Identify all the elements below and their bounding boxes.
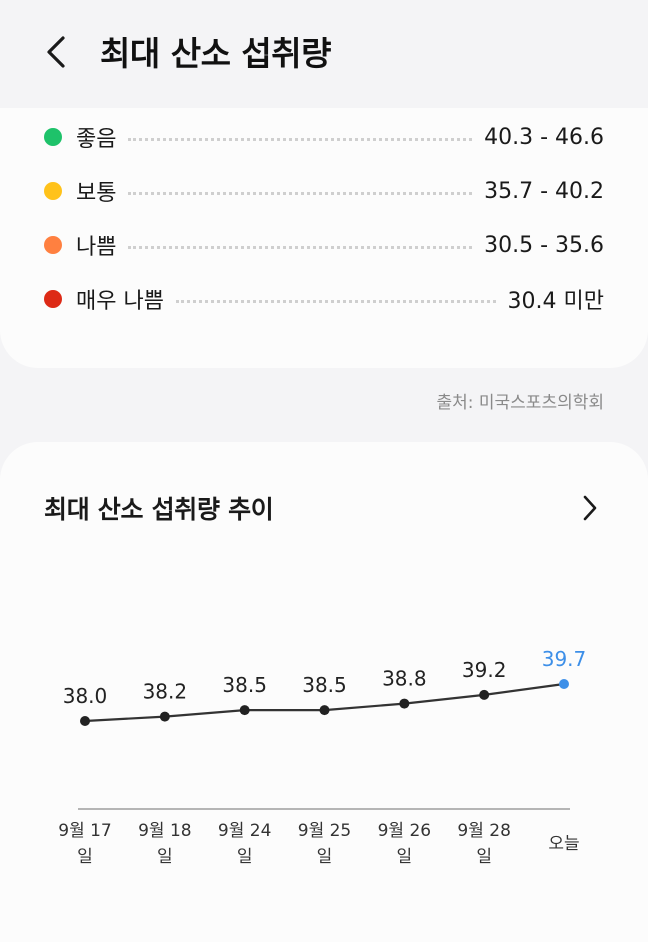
rating-range: 30.4 미만	[507, 289, 604, 314]
data-point	[319, 705, 330, 716]
x-tick-label: 9월 17 일	[58, 821, 112, 867]
data-label: 38.8	[382, 667, 427, 691]
data-label: 39.7	[542, 647, 587, 671]
trend-card	[0, 442, 648, 942]
data-label: 38.2	[143, 680, 188, 704]
rating-range: 30.5 - 35.6	[484, 232, 604, 258]
page-title: 최대 산소 섭취량	[100, 34, 332, 73]
rating-range: 35.7 - 40.2	[484, 178, 604, 204]
back-button[interactable]	[34, 28, 78, 76]
rating-legend-card	[0, 108, 648, 368]
data-point-today	[559, 679, 569, 689]
dotted-leader	[128, 191, 473, 195]
data-label: 38.5	[222, 673, 267, 697]
rating-color-dot	[44, 128, 62, 146]
data-label: 38.5	[302, 673, 347, 697]
trend-more-button[interactable]	[572, 488, 608, 528]
dotted-leader	[175, 299, 496, 303]
data-point	[239, 705, 250, 716]
x-tick-label: 오늘	[548, 834, 579, 854]
data-label: 39.2	[462, 658, 507, 682]
dotted-leader	[128, 137, 473, 141]
trend-title: 최대 산소 섭취량 추이	[44, 495, 274, 524]
legend-row: 보통 35.7 - 40.2	[44, 174, 604, 208]
x-tick-label: 9월 26 일	[378, 821, 432, 867]
vo2max-trend-chart: 38.0 9월 17 일 38.2 9월 18 일 38.5 9월 24 일 38.5 9월 25 일…	[58, 647, 587, 867]
dotted-leader	[128, 245, 473, 249]
x-tick-label: 9월 24 일	[218, 821, 272, 867]
rating-color-dot	[44, 290, 62, 308]
chevron-left-icon	[47, 36, 65, 68]
rating-color-dot	[44, 182, 62, 200]
rating-label: 좋음	[76, 127, 117, 152]
rating-color-dot	[44, 236, 62, 254]
x-tick-label: 9월 25 일	[298, 821, 352, 867]
x-tick-label: 9월 28 일	[457, 821, 511, 867]
data-point	[479, 689, 490, 700]
rating-label: 보통	[76, 181, 117, 206]
legend-row: 나쁨 30.5 - 35.6	[44, 228, 604, 262]
data-point	[399, 698, 410, 709]
legend-row: 매우 나쁨 30.4 미만	[44, 282, 604, 316]
rating-label: 나쁨	[76, 235, 117, 260]
data-label: 38.0	[63, 684, 108, 708]
data-point	[80, 716, 90, 726]
rating-label: 매우 나쁨	[76, 289, 164, 314]
chevron-right-icon	[583, 495, 597, 521]
source-note: 출처: 미국스포츠의학회	[436, 393, 604, 413]
x-tick-label: 9월 18 일	[138, 821, 192, 867]
data-point	[159, 711, 170, 722]
legend-row: 좋음 40.3 - 46.6	[44, 120, 604, 154]
app-header: 최대 산소 섭취량	[0, 0, 648, 108]
rating-range: 40.3 - 46.6	[484, 124, 604, 150]
